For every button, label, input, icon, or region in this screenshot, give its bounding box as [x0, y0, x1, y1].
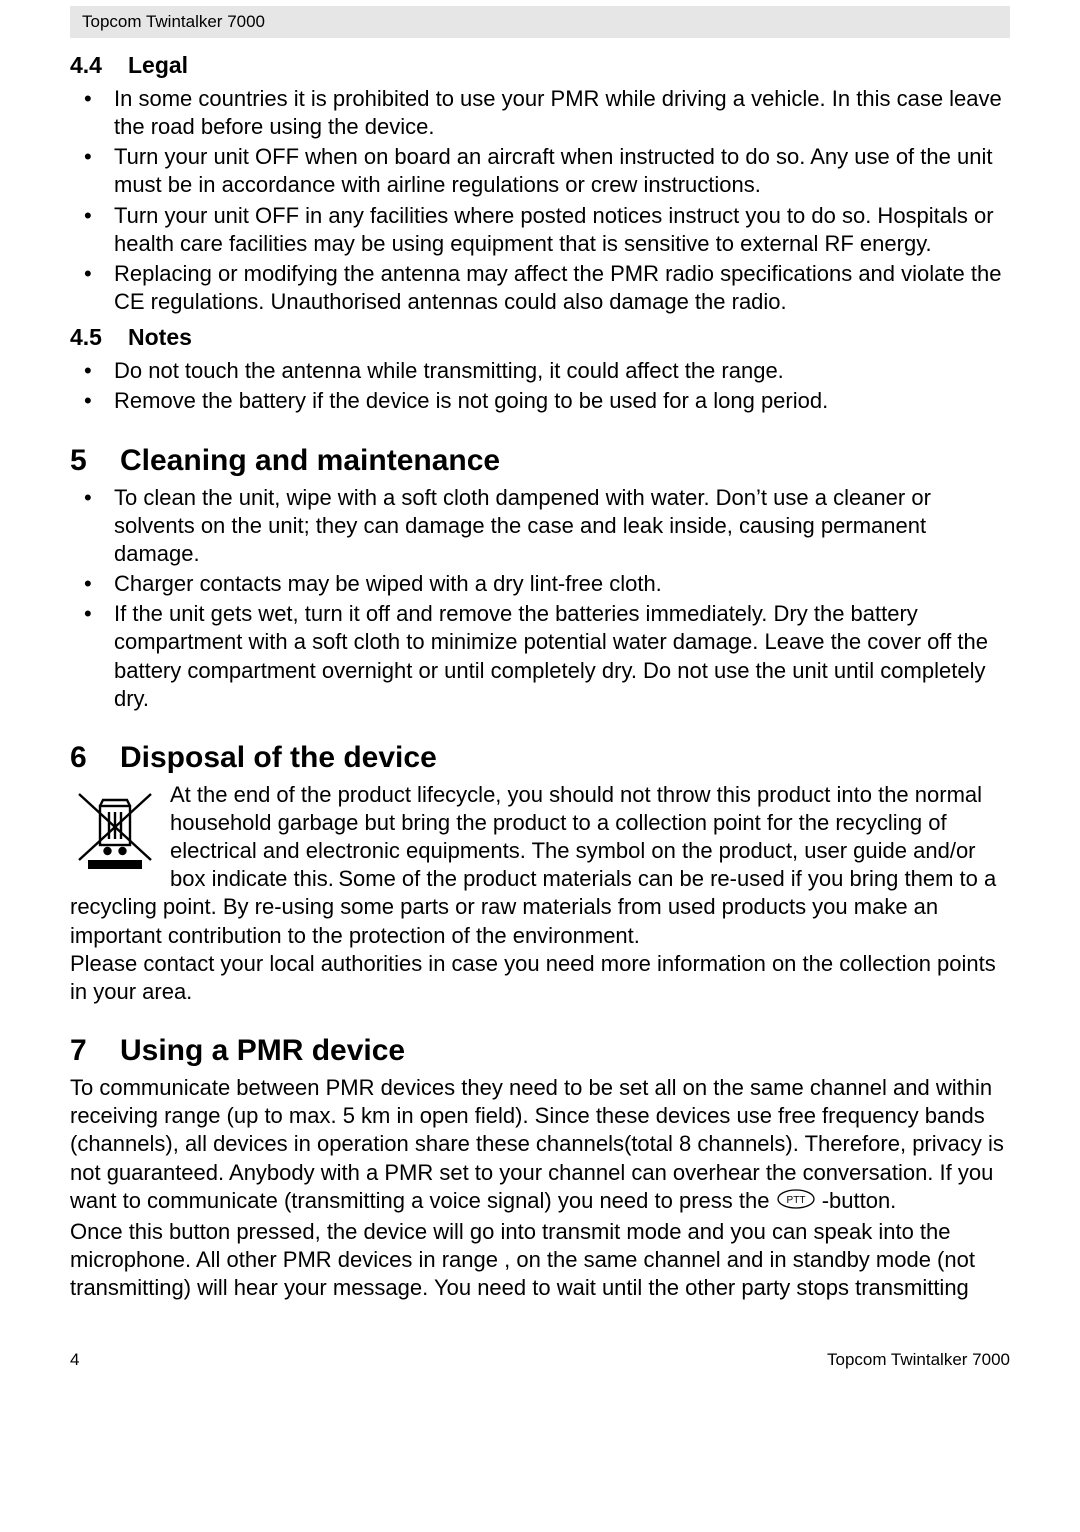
heading-legal: 4.4Legal [70, 52, 1010, 79]
list-item: Remove the battery if the device is not … [70, 387, 1010, 415]
weee-bin-icon [70, 785, 160, 875]
footer-product-name: Topcom Twintalker 7000 [827, 1350, 1010, 1370]
ptt-label: PTT [786, 1195, 805, 1206]
heading-number: 4.4 [70, 52, 128, 79]
page-header-bar: Topcom Twintalker 7000 [70, 6, 1010, 38]
heading-cleaning: 5Cleaning and maintenance [70, 444, 1010, 478]
heading-number: 4.5 [70, 324, 128, 351]
list-item: Turn your unit OFF in any facilities whe… [70, 202, 1010, 258]
heading-title: Notes [128, 324, 192, 350]
header-product-name: Topcom Twintalker 7000 [82, 12, 265, 31]
ptt-button-icon: PTT [776, 1188, 816, 1216]
list-item: Do not touch the antenna while transmitt… [70, 357, 1010, 385]
disposal-para-3: Please contact your local authorities in… [70, 950, 1010, 1006]
heading-disposal: 6Disposal of the device [70, 741, 1010, 775]
using-para-1b: -button. [816, 1188, 897, 1213]
list-item: Replacing or modifying the antenna may a… [70, 260, 1010, 316]
footer-page-number: 4 [70, 1350, 79, 1370]
heading-number: 5 [70, 444, 120, 478]
heading-number: 7 [70, 1034, 120, 1068]
disposal-body: At the end of the product lifecycle, you… [70, 781, 1010, 1006]
using-para-1: To communicate between PMR devices they … [70, 1074, 1010, 1216]
heading-number: 6 [70, 741, 120, 775]
list-item: If the unit gets wet, turn it off and re… [70, 600, 1010, 713]
list-item: In some countries it is prohibited to us… [70, 85, 1010, 141]
heading-title: Cleaning and maintenance [120, 444, 500, 477]
heading-title: Using a PMR device [120, 1034, 405, 1067]
page: Topcom Twintalker 7000 4.4Legal In some … [0, 6, 1080, 1410]
cleaning-list: To clean the unit, wipe with a soft clot… [70, 484, 1010, 713]
list-item: Charger contacts may be wiped with a dry… [70, 570, 1010, 598]
heading-title: Legal [128, 52, 188, 78]
notes-list: Do not touch the antenna while transmitt… [70, 357, 1010, 415]
legal-list: In some countries it is prohibited to us… [70, 85, 1010, 316]
list-item: To clean the unit, wipe with a soft clot… [70, 484, 1010, 568]
heading-using-pmr: 7Using a PMR device [70, 1034, 1010, 1068]
heading-notes: 4.5Notes [70, 324, 1010, 351]
heading-title: Disposal of the device [120, 741, 437, 774]
list-item: Turn your unit OFF when on board an airc… [70, 143, 1010, 199]
using-para-2: Once this button pressed, the device wil… [70, 1218, 1010, 1302]
page-footer: 4 Topcom Twintalker 7000 [70, 1350, 1010, 1370]
